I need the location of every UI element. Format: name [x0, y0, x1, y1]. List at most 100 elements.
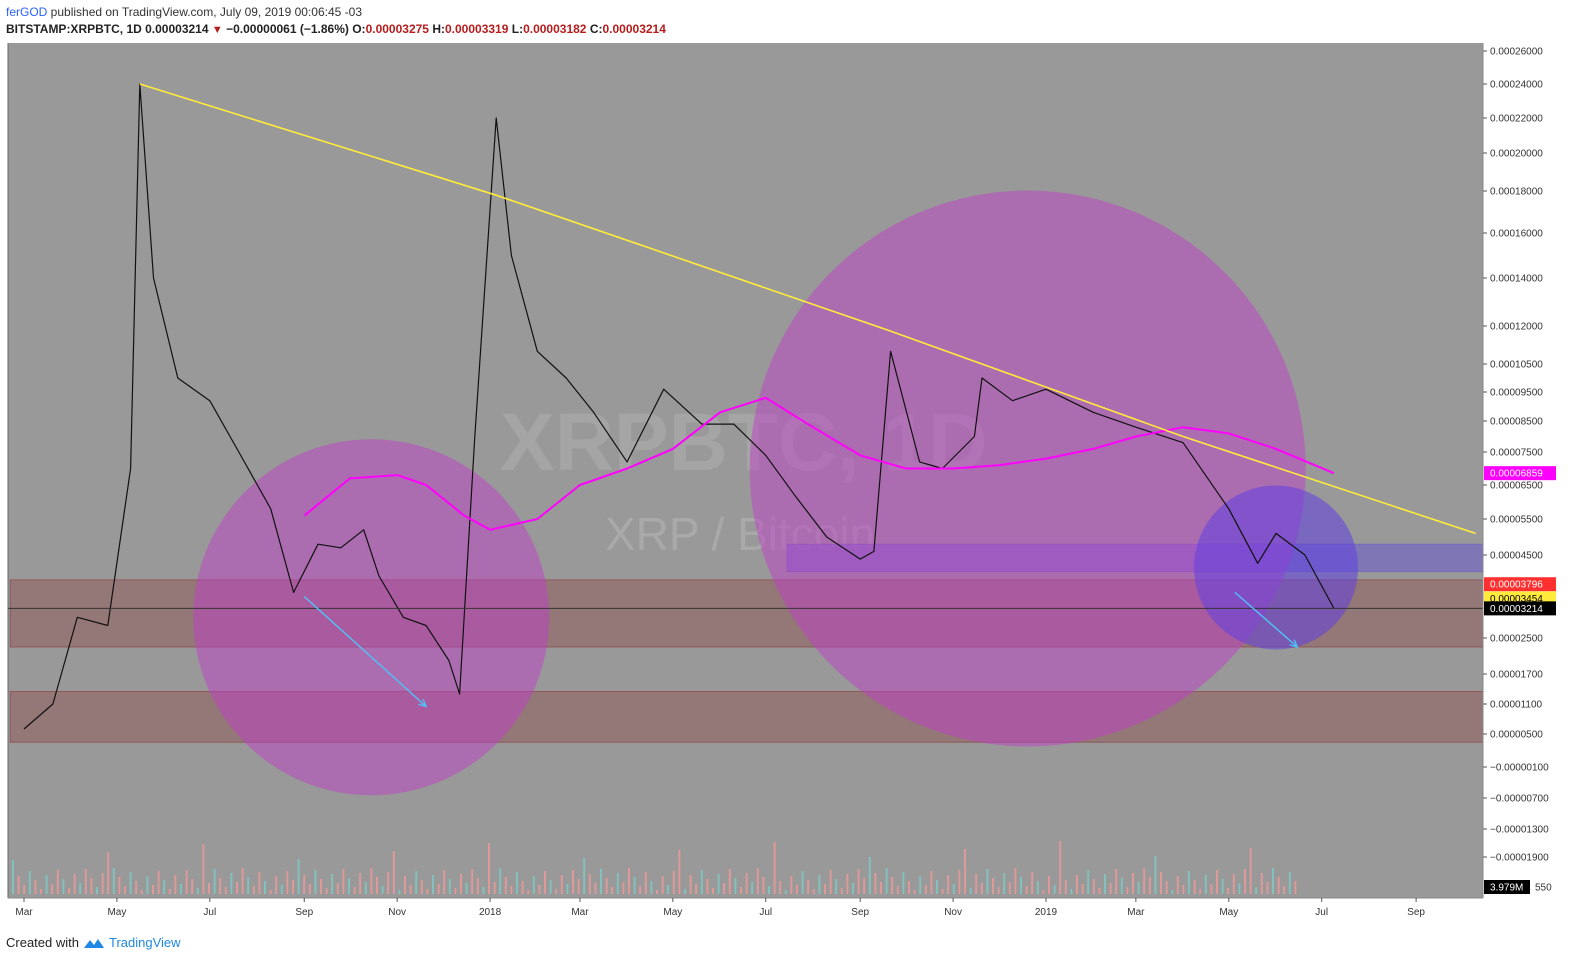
- arrow-head-0: [418, 698, 428, 708]
- volume-bar: [140, 890, 143, 894]
- volume-bar: [964, 849, 966, 894]
- volume-bar: [527, 890, 530, 894]
- volume-bar: [773, 842, 776, 894]
- volume-bar: [560, 875, 563, 894]
- volume-bar: [1176, 876, 1179, 894]
- volume-bar: [392, 851, 395, 894]
- y-tick-label: 0.00001700: [1490, 670, 1543, 681]
- volume-bar: [908, 881, 910, 894]
- volume-bar: [381, 886, 384, 894]
- y-tick-label: 0.00016000: [1490, 229, 1543, 240]
- volume-bar: [157, 871, 160, 894]
- volume-bar: [292, 880, 294, 894]
- volume-bar: [275, 876, 278, 894]
- author-link[interactable]: ferGOD: [6, 5, 48, 19]
- volume-bar: [62, 879, 65, 894]
- volume-bar: [768, 886, 770, 894]
- y-tick-label: −0.00001900: [1490, 853, 1549, 864]
- volume-bar: [1008, 882, 1011, 894]
- high-value: 0.00003319: [444, 22, 509, 36]
- volume-bar: [1036, 881, 1039, 894]
- volume-bar: [689, 875, 692, 894]
- y-tick-label: 0.00026000: [1490, 47, 1543, 58]
- volume-bar: [163, 880, 166, 894]
- volume-bar: [353, 887, 356, 894]
- volume-bar: [191, 879, 194, 894]
- volume-bar: [930, 871, 933, 894]
- volume-bar: [583, 858, 586, 894]
- open-label: O:: [352, 22, 366, 36]
- volume-bar: [1238, 883, 1241, 894]
- volume-bar: [471, 869, 474, 894]
- y-tick-label: −0.00001300: [1490, 825, 1549, 836]
- y-tick-label: 0.00022000: [1490, 114, 1543, 125]
- volume-bar: [51, 884, 54, 894]
- volume-bar: [398, 890, 401, 894]
- volume-bar: [1188, 871, 1190, 894]
- volume-bar: [247, 877, 250, 894]
- close-label: C:: [589, 22, 603, 36]
- y-tick-label: 0.00001100: [1490, 700, 1543, 711]
- low-label: L:: [511, 22, 524, 36]
- volume-bar: [958, 870, 961, 894]
- y-tick-label: 0.00002500: [1490, 634, 1543, 645]
- volume-bar: [1227, 888, 1230, 894]
- volume-bar: [650, 881, 653, 894]
- volume-bar: [863, 878, 866, 894]
- volume-bar: [801, 871, 804, 894]
- volume-bar: [947, 875, 950, 894]
- volume-bar: [476, 878, 479, 894]
- volume-bar: [1053, 885, 1056, 894]
- volume-bar: [336, 883, 339, 894]
- footer: Created with TradingView: [6, 935, 181, 950]
- volume-bar: [639, 886, 642, 894]
- x-tick-label: Nov: [944, 907, 962, 918]
- volume-bar: [17, 876, 20, 894]
- price-tag-ma_fast: [1484, 577, 1556, 592]
- volume-bar: [168, 889, 171, 894]
- volume-bar: [1283, 886, 1286, 894]
- volume-bar: [891, 877, 894, 894]
- volume-bar: [975, 874, 978, 894]
- arrow-head-1: [1289, 639, 1299, 649]
- volume-bar: [980, 883, 983, 894]
- volume-bar: [437, 884, 440, 894]
- tradingview-link[interactable]: TradingView: [108, 935, 181, 950]
- volume-bar: [1288, 872, 1291, 894]
- volume-bar: [919, 876, 922, 894]
- volume-bar: [1003, 873, 1006, 894]
- volume-bar: [555, 889, 558, 894]
- volume-bar: [1204, 875, 1207, 894]
- volume-bar: [1143, 868, 1146, 894]
- volume-bar: [370, 868, 373, 894]
- volume-bar: [516, 872, 518, 894]
- volume-bar: [1294, 881, 1297, 894]
- volume-bar: [717, 874, 720, 894]
- time-axis[interactable]: [8, 898, 1483, 924]
- volume-bar: [622, 882, 625, 894]
- y-tick-label: 0.00018000: [1490, 187, 1543, 198]
- x-tick-label: 2019: [1035, 907, 1058, 918]
- volume-bar: [129, 872, 132, 894]
- price-axis-ticks: 0.00026000 0.00024000 0.00022000 0.00020000…: [1483, 47, 1549, 864]
- volume-bar: [208, 883, 210, 894]
- volume-bar: [1260, 873, 1263, 894]
- volume-bar: [1244, 869, 1246, 894]
- volume-bar: [751, 882, 754, 894]
- volume-bar: [404, 876, 406, 894]
- volume-bar: [224, 887, 227, 894]
- volume-bar: [303, 875, 306, 894]
- volume-bar: [1098, 888, 1101, 894]
- price-tag-label: 0.00003214: [1490, 604, 1543, 615]
- volume-bar: [510, 886, 513, 894]
- volume-bar: [605, 878, 608, 894]
- volume-bar: [740, 887, 742, 894]
- volume-bar: [73, 874, 76, 894]
- volume-bar: [448, 879, 451, 894]
- volume-bar: [112, 868, 115, 894]
- volume-bar: [376, 877, 378, 894]
- y-tick-label: 0.00009500: [1490, 388, 1543, 399]
- volume-bar: [314, 870, 317, 894]
- volume-bar: [790, 876, 793, 894]
